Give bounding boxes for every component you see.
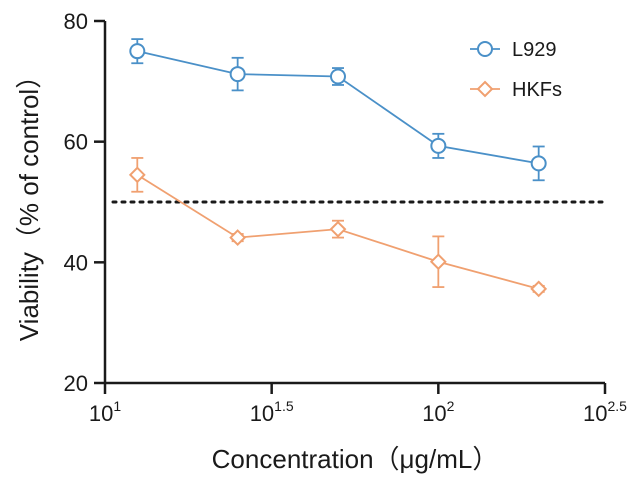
y-tick-label: 60: [64, 130, 88, 155]
y-axis-title: Viability（% of control）: [14, 63, 44, 341]
series-hkfs: [128, 157, 548, 298]
x-tick-label: 102.5: [583, 398, 627, 426]
x-ticks: 101 101.5 102 102.5: [89, 383, 627, 426]
x-tick-label: 101.5: [250, 398, 294, 426]
data-point-diamond-marker: [429, 253, 447, 271]
data-point-diamond-marker: [229, 229, 247, 247]
data-point-diamond-marker: [128, 166, 146, 184]
data-point-circle-marker: [430, 137, 447, 154]
y-ticks: 20 40 60 80: [64, 9, 105, 396]
series-l929: [129, 38, 547, 182]
y-tick-label: 40: [64, 250, 88, 275]
x-tick-label: 102: [422, 398, 454, 426]
x-tick-label: 101: [89, 398, 121, 426]
data-point-circle-marker: [129, 43, 146, 60]
data-point-circle-marker: [477, 41, 493, 57]
legend-item: L929: [470, 39, 557, 61]
y-tick-label: 20: [64, 371, 88, 396]
data-point-circle-marker: [229, 66, 246, 83]
data-point-diamond-marker: [530, 280, 548, 298]
legend-label: L929: [512, 39, 557, 61]
y-tick-label: 80: [64, 9, 88, 34]
legend: L929 HKFs: [470, 39, 562, 101]
data-point-circle-marker: [530, 155, 547, 172]
series-layer: [128, 38, 548, 298]
data-point-diamond-marker: [476, 80, 494, 98]
legend-label: HKFs: [512, 79, 562, 101]
data-point-circle-marker: [329, 68, 346, 85]
legend-item: HKFs: [470, 79, 562, 101]
axes: [103, 21, 605, 385]
data-point-diamond-marker: [329, 220, 347, 238]
x-axis-title: Concentration（μg/mL）: [212, 444, 499, 474]
